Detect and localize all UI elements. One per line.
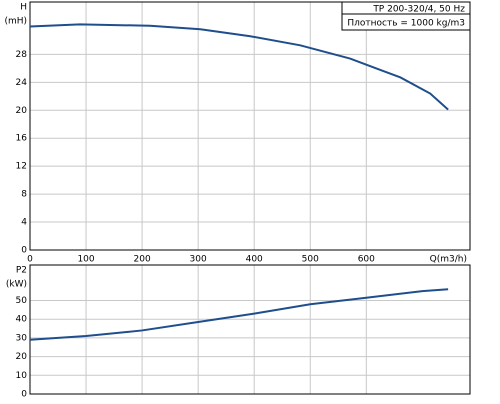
plot-frame xyxy=(29,1,471,251)
plot-frame xyxy=(29,264,471,395)
y-axis-unit: (mH) xyxy=(4,17,27,27)
y-tick-label: 50 xyxy=(16,296,28,306)
x-tick-label: 0 xyxy=(27,255,33,265)
x-tick-label: 600 xyxy=(358,255,375,265)
y-tick-label: 28 xyxy=(16,50,28,60)
y-tick-label: 12 xyxy=(16,162,27,172)
x-tick-label: 500 xyxy=(302,255,319,265)
y-axis-label: P2 xyxy=(16,266,27,276)
y-tick-label: 16 xyxy=(16,134,28,144)
y-tick-label: 24 xyxy=(16,78,28,88)
info-text: TP 200-320/4, 50 Hz xyxy=(372,5,465,15)
curve xyxy=(29,288,449,341)
x-tick-label: 100 xyxy=(77,255,94,265)
y-tick-label: 8 xyxy=(21,190,27,200)
info-box xyxy=(341,1,471,31)
y-tick-label: 20 xyxy=(16,352,28,362)
x-tick-label: 400 xyxy=(246,255,263,265)
y-tick-label: 30 xyxy=(16,333,28,343)
plot-area xyxy=(29,264,471,395)
y-tick-label: 0 xyxy=(21,390,27,400)
y-tick-label: 40 xyxy=(16,315,28,325)
y-tick-label: 10 xyxy=(16,371,28,381)
plot-area xyxy=(29,1,471,251)
y-tick-label: 20 xyxy=(16,106,28,116)
info-text: Плотность = 1000 kg/m3 xyxy=(347,19,465,29)
curve xyxy=(29,23,449,111)
y-tick-label: 4 xyxy=(21,218,27,228)
y-axis-label: H xyxy=(20,3,27,13)
x-axis-label: Q(m3/h) xyxy=(430,255,467,265)
x-tick-label: 200 xyxy=(134,255,151,265)
x-tick-label: 300 xyxy=(190,255,207,265)
y-axis-unit: (kW) xyxy=(6,280,27,290)
y-tick-label: 0 xyxy=(21,246,27,256)
